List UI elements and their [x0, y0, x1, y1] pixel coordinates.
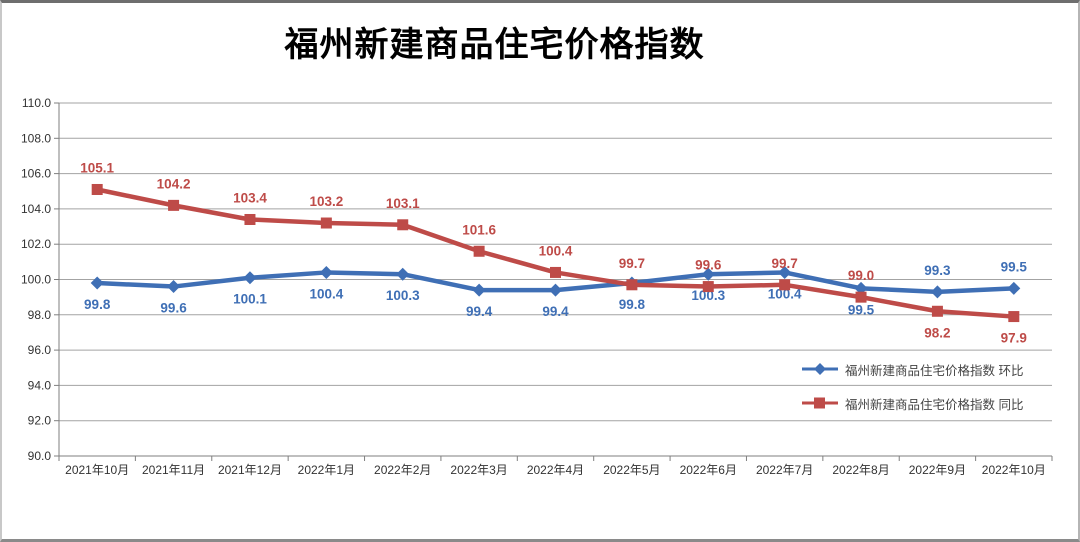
svg-text:100.3: 100.3 [386, 288, 420, 303]
svg-text:100.3: 100.3 [691, 288, 725, 303]
svg-text:2021年10月: 2021年10月 [65, 463, 129, 477]
svg-text:97.9: 97.9 [1001, 331, 1027, 346]
chart-title: 福州新建商品住宅价格指数 [284, 26, 705, 64]
line-diamond-marker-icon [802, 363, 838, 375]
svg-text:99.4: 99.4 [466, 304, 493, 319]
svg-text:2022年5月: 2022年5月 [603, 463, 660, 477]
svg-text:104.2: 104.2 [157, 176, 191, 191]
svg-text:2021年11月: 2021年11月 [142, 463, 205, 477]
svg-text:100.4: 100.4 [539, 243, 573, 258]
svg-text:2022年2月: 2022年2月 [374, 463, 431, 477]
svg-text:99.7: 99.7 [772, 256, 798, 271]
legend-label-mom: 福州新建商品住宅价格指数 环比 [845, 363, 1024, 378]
svg-text:103.4: 103.4 [233, 190, 267, 205]
price-index-line-chart: 90.0 92.0 94.0 96.0 98.0 100.0 102.0 104.0 106.0… [21, 96, 1053, 477]
svg-text:92.0: 92.0 [28, 414, 52, 428]
svg-text:2022年1月: 2022年1月 [298, 463, 355, 477]
svg-text:99.6: 99.6 [695, 258, 722, 273]
svg-text:101.6: 101.6 [462, 222, 496, 237]
svg-text:100.1: 100.1 [233, 292, 267, 307]
svg-text:2022年3月: 2022年3月 [450, 463, 507, 477]
svg-text:99.0: 99.0 [848, 268, 874, 283]
svg-text:100.4: 100.4 [768, 286, 802, 301]
svg-text:99.6: 99.6 [160, 301, 187, 316]
svg-text:2022年9月: 2022年9月 [909, 463, 966, 477]
svg-text:103.2: 103.2 [309, 194, 343, 209]
svg-text:99.5: 99.5 [1001, 259, 1028, 274]
svg-text:100.0: 100.0 [21, 273, 51, 287]
svg-text:98.0: 98.0 [28, 308, 52, 322]
svg-text:2022年7月: 2022年7月 [756, 463, 813, 477]
svg-text:106.0: 106.0 [21, 167, 51, 181]
svg-text:94.0: 94.0 [28, 378, 52, 392]
svg-text:99.8: 99.8 [619, 297, 646, 312]
svg-text:99.8: 99.8 [84, 297, 111, 312]
svg-text:99.7: 99.7 [619, 256, 645, 271]
svg-text:96.0: 96.0 [28, 343, 52, 357]
svg-text:99.5: 99.5 [848, 302, 875, 317]
svg-text:100.4: 100.4 [309, 286, 343, 301]
svg-text:104.0: 104.0 [21, 202, 51, 216]
svg-text:90.0: 90.0 [28, 449, 52, 463]
svg-text:98.2: 98.2 [924, 325, 950, 340]
svg-text:110.0: 110.0 [22, 96, 51, 110]
svg-text:2022年10月: 2022年10月 [982, 463, 1046, 477]
legend-label-yoy: 福州新建商品住宅价格指数 同比 [845, 397, 1024, 412]
svg-text:2022年6月: 2022年6月 [680, 463, 737, 477]
svg-text:99.3: 99.3 [924, 263, 951, 278]
svg-text:102.0: 102.0 [21, 237, 51, 251]
legend-item-yoy[interactable]: 福州新建商品住宅价格指数 同比 [802, 394, 1023, 412]
svg-text:108.0: 108.0 [21, 131, 51, 145]
svg-text:105.1: 105.1 [80, 160, 114, 175]
svg-text:2022年8月: 2022年8月 [832, 463, 889, 477]
svg-text:99.4: 99.4 [542, 304, 569, 319]
svg-text:2022年4月: 2022年4月 [527, 463, 584, 477]
svg-text:103.1: 103.1 [386, 196, 420, 211]
svg-text:2021年12月: 2021年12月 [218, 463, 282, 477]
line-square-marker-icon [802, 397, 838, 409]
legend-item-mom[interactable]: 福州新建商品住宅价格指数 环比 [802, 360, 1023, 378]
